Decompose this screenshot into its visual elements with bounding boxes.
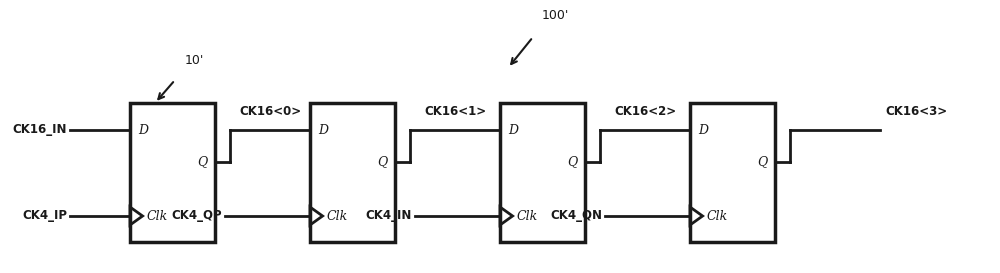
Bar bbox=[310, 103, 395, 242]
Text: D: D bbox=[138, 123, 148, 136]
Text: CK16<3>: CK16<3> bbox=[885, 105, 947, 118]
Bar bbox=[500, 103, 585, 242]
Bar bbox=[130, 103, 215, 242]
Text: D: D bbox=[318, 123, 328, 136]
Text: Q: Q bbox=[757, 156, 767, 168]
Text: D: D bbox=[508, 123, 518, 136]
Text: D: D bbox=[698, 123, 708, 136]
Text: Clk: Clk bbox=[517, 209, 538, 222]
Text: CK4_QP: CK4_QP bbox=[171, 209, 222, 222]
Text: Clk: Clk bbox=[327, 209, 348, 222]
Text: Q: Q bbox=[377, 156, 387, 168]
Text: CK16<0>: CK16<0> bbox=[239, 105, 301, 118]
Text: Q: Q bbox=[197, 156, 207, 168]
Text: 10': 10' bbox=[185, 54, 204, 67]
Text: Clk: Clk bbox=[707, 209, 728, 222]
Text: CK16_IN: CK16_IN bbox=[12, 123, 67, 136]
Text: Clk: Clk bbox=[147, 209, 168, 222]
Bar bbox=[690, 103, 775, 242]
Text: CK4_IP: CK4_IP bbox=[22, 209, 67, 222]
Text: CK16<1>: CK16<1> bbox=[424, 105, 486, 118]
Text: CK16<2>: CK16<2> bbox=[614, 105, 676, 118]
Text: Q: Q bbox=[567, 156, 577, 168]
Text: CK4_IN: CK4_IN bbox=[366, 209, 412, 222]
Text: CK4_QN: CK4_QN bbox=[550, 209, 602, 222]
Text: 100': 100' bbox=[542, 9, 569, 22]
